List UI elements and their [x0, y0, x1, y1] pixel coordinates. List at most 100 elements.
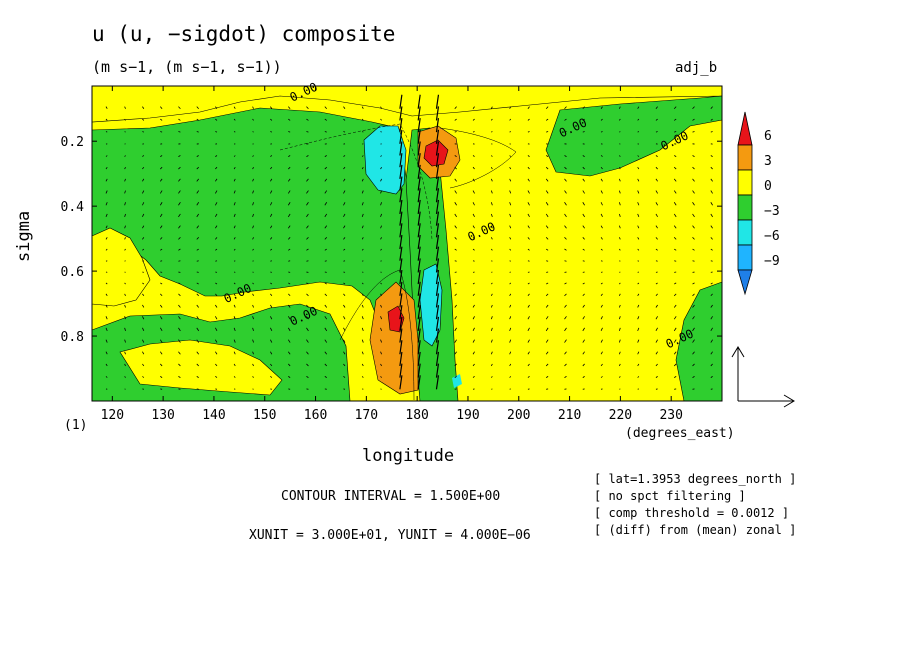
vector-arrow [435, 258, 440, 273]
colorbar-cap-top [737, 111, 753, 146]
vector-arrow [710, 213, 713, 218]
vector-arrow [490, 106, 493, 109]
vector-arrow [270, 202, 273, 206]
vector-arrow [124, 363, 126, 367]
vector-arrow [491, 155, 493, 157]
vector-arrow [288, 166, 291, 170]
vector-arrow [178, 339, 181, 343]
vector-arrow [380, 237, 382, 240]
vector-arrow [454, 213, 457, 218]
vector-arrow [637, 260, 640, 262]
x-tick-label: 130 [151, 408, 174, 423]
vector-arrow [564, 339, 567, 343]
vector-arrow [435, 375, 440, 390]
colorbar-label: −3 [764, 204, 780, 219]
vector-arrow [270, 304, 273, 308]
colorbar-cap-bottom [737, 269, 753, 296]
vector-arrow [545, 351, 549, 355]
vector-arrow [215, 282, 218, 285]
vector-arrow [564, 293, 567, 297]
vector-arrow [399, 328, 403, 343]
vector-arrow [454, 376, 457, 378]
vector-arrow [618, 225, 621, 229]
x-tick-label: 190 [456, 408, 479, 423]
vector-arrow [142, 237, 145, 240]
vector-arrow [196, 316, 200, 320]
vector-arrow [582, 293, 585, 297]
vector-arrow [399, 270, 403, 285]
vector-arrow [142, 376, 145, 378]
vector-arrow [142, 178, 145, 182]
vector-arrow [343, 339, 346, 343]
vector-arrow [472, 376, 475, 378]
vector-arrow [600, 237, 603, 240]
vector-arrow [233, 237, 236, 240]
vector-arrow [343, 327, 346, 332]
vector-arrow [252, 167, 254, 170]
vector-arrow [105, 202, 108, 206]
vector-arrow [270, 327, 273, 332]
vector-arrow [233, 155, 236, 157]
vector-arrow [509, 202, 512, 206]
vector-arrow [343, 202, 346, 206]
vector-arrow [196, 282, 199, 285]
vector-arrow [710, 293, 713, 297]
vector-arrow [618, 202, 621, 206]
fill-negative-speck [452, 374, 462, 388]
vector-arrow [655, 190, 658, 194]
vector-arrow [509, 225, 512, 229]
vector-arrow [343, 190, 346, 194]
vector-arrow [673, 178, 677, 182]
vector-arrow [472, 327, 475, 332]
vector-arrow [435, 129, 440, 144]
vector-arrow [564, 248, 567, 251]
vector-arrow [361, 213, 364, 217]
vector-arrow [270, 339, 273, 343]
vector-arrow [582, 327, 585, 332]
vector-arrow [361, 316, 364, 320]
vector-arrow [124, 190, 126, 194]
vector-arrow [637, 339, 640, 343]
vector-arrow [655, 339, 658, 343]
vector-arrow [142, 155, 145, 157]
contour-interval-note: CONTOUR INTERVAL = 1.500E+00 [281, 489, 501, 504]
vector-arrow [417, 234, 421, 250]
vector-arrow [105, 131, 108, 133]
vector-arrow [361, 237, 364, 240]
vector-arrow [710, 248, 713, 251]
vector-arrow [582, 202, 585, 206]
vector-arrow [324, 225, 328, 229]
vector-arrow [215, 304, 218, 308]
vector-arrow [637, 282, 640, 285]
vector-arrow [399, 363, 403, 378]
vector-arrow [673, 316, 677, 320]
vector-arrow [454, 260, 457, 262]
vector-arrow [215, 190, 218, 194]
vector-arrow [417, 293, 421, 308]
vector-arrow [509, 293, 512, 296]
vector-arrow [710, 166, 713, 170]
vector-arrow [124, 316, 126, 320]
vector-arrow [288, 131, 291, 133]
vector-arrow [196, 190, 200, 194]
vector-arrow [178, 178, 181, 182]
vector-arrow [159, 327, 163, 332]
vector-arrow [692, 282, 695, 285]
vector-arrow [490, 327, 493, 331]
vector-arrow [692, 237, 695, 240]
vector-arrow [160, 166, 163, 170]
axis-ticks: 120 130 140 150 160 170 180 190 200 210 220 230 0.2 0… [61, 86, 722, 423]
vector-arrow [655, 363, 658, 367]
vector-arrow [270, 106, 273, 109]
vector-arrow [252, 260, 254, 262]
vector-arrow [582, 248, 585, 251]
vector-arrow [710, 339, 713, 343]
vector-arrow [124, 339, 126, 343]
contour-negative-upper [279, 123, 433, 241]
vector-arrow [582, 363, 585, 367]
vector-arrow [178, 304, 181, 308]
vector-arrow [619, 293, 621, 296]
vector-arrow [490, 213, 493, 217]
vector-arrow [545, 282, 549, 285]
vector-arrow [233, 351, 236, 355]
